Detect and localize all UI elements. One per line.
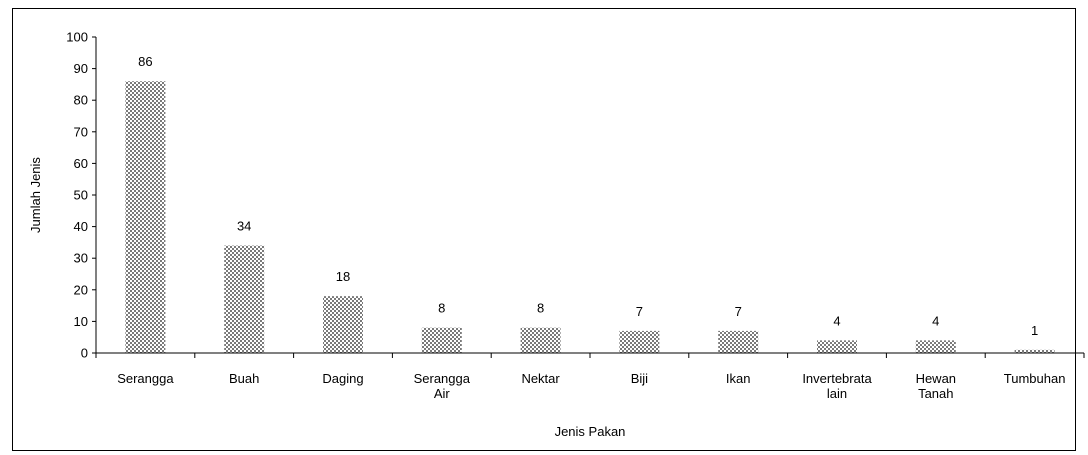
y-tick-label: 30 (74, 251, 88, 266)
data-label: 7 (735, 304, 742, 319)
data-label: 4 (932, 313, 939, 328)
data-label: 18 (336, 269, 350, 284)
bar-hewan-tanah (916, 340, 956, 353)
bar-serangga (125, 81, 165, 353)
y-tick-label: 0 (81, 346, 88, 361)
bar-serangga-air (422, 328, 462, 353)
y-tick-label: 40 (74, 219, 88, 234)
data-label: 86 (138, 54, 152, 69)
x-tick-label: Hewan Tanah (916, 371, 956, 401)
x-axis-title: Jenis Pakan (555, 424, 626, 439)
x-tick-label: Buah (229, 371, 259, 386)
bar-biji (619, 331, 659, 353)
y-tick-label: 20 (74, 282, 88, 297)
data-label: 7 (636, 304, 643, 319)
y-tick-label: 50 (74, 188, 88, 203)
bar-ikan (718, 331, 758, 353)
y-axis-title: Jumlah Jenis (28, 157, 43, 233)
x-tick-label: Serangga (117, 371, 174, 386)
data-label: 1 (1031, 323, 1038, 338)
y-tick-label: 80 (74, 93, 88, 108)
x-tick-label: Tumbuhan (1004, 371, 1066, 386)
x-tick-label: Invertebrata lain (802, 371, 872, 401)
x-tick-label: Serangga Air (414, 371, 471, 401)
bar-daging (323, 296, 363, 353)
bar-nektar (521, 328, 561, 353)
x-tick-label: Biji (631, 371, 648, 386)
data-label: 8 (438, 301, 445, 316)
y-tick-label: 10 (74, 314, 88, 329)
data-label: 8 (537, 301, 544, 316)
bar-invertebrata-lain (817, 340, 857, 353)
data-label: 4 (833, 313, 840, 328)
bar-buah (224, 246, 264, 353)
data-label: 34 (237, 219, 251, 234)
x-tick-label: Daging (322, 371, 363, 386)
y-tick-label: 90 (74, 61, 88, 76)
x-tick-label: Ikan (726, 371, 751, 386)
x-tick-label: Nektar (521, 371, 560, 386)
y-tick-label: 70 (74, 124, 88, 139)
y-tick-label: 60 (74, 156, 88, 171)
y-tick-label: 100 (66, 30, 88, 45)
